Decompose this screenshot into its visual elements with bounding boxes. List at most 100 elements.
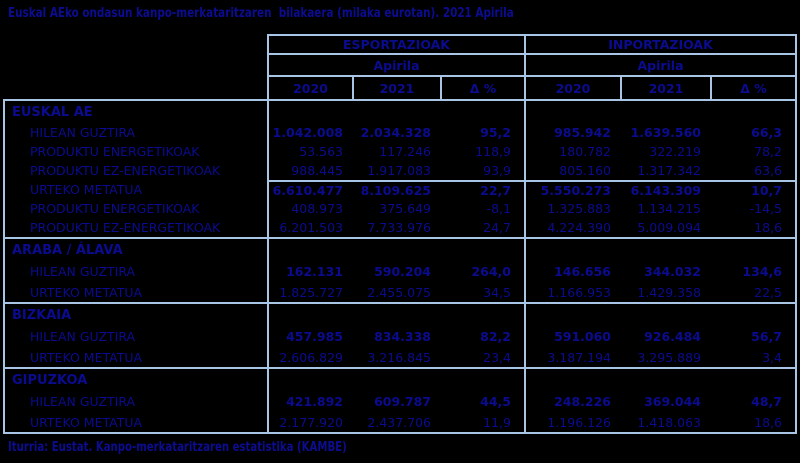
value-cell: 322.219: [649, 144, 701, 159]
section-gipuzkoa: GIPUZKOA HILEAN GUZTIRA 421.892 609.787 …: [5, 367, 795, 432]
table-row: HILEAN GUZTIRA 1.042.008 2.034.328 95,2 …: [5, 123, 795, 142]
col-header-exports-delta: Δ %: [440, 77, 524, 99]
col-header-imports-2020: 2020: [524, 77, 620, 99]
value-cell: 53.563: [267, 142, 352, 161]
section-header-row: EUSKAL AE: [5, 101, 795, 123]
empty-cell: [620, 239, 710, 261]
value-cell: 8.109.625: [352, 180, 440, 199]
empty-cell: [524, 304, 620, 326]
row-label: URTEKO METATUA: [30, 284, 143, 300]
row-label: URTEKO METATUA: [30, 414, 143, 430]
value-cell: 1.418.063: [637, 414, 701, 430]
value-cell: 3.295.889: [637, 349, 701, 365]
value-cell: 18,6: [754, 414, 782, 430]
value-cell: -14,5: [749, 201, 782, 216]
empty-cell: [352, 101, 440, 123]
section-header-row: GIPUZKOA: [5, 369, 795, 391]
empty-cell: [710, 239, 795, 261]
section-name: BIZKAIA: [12, 307, 72, 323]
empty-cell: [352, 304, 440, 326]
col-header-imports-delta: Δ %: [710, 77, 797, 99]
value-cell: 457.985: [267, 326, 352, 347]
table-row: PRODUKTU EZ-ENERGETIKOAK 988.445 1.917.0…: [5, 161, 795, 180]
section-euskal-ae: EUSKAL AE HILEAN GUZTIRA 1.042.008 2.034…: [5, 101, 795, 237]
value-cell: 6.610.477: [267, 180, 352, 199]
empty-cell: [440, 304, 524, 326]
empty-cell: [620, 304, 710, 326]
group-header-row: ESPORTAZIOAK INPORTAZIOAK: [3, 34, 800, 55]
exports-month-header: Apirila: [267, 55, 524, 77]
value-cell: 375.649: [379, 201, 431, 216]
value-cell: 5.550.273: [524, 180, 620, 199]
value-cell: 1.042.008: [267, 123, 352, 142]
value-cell: 82,2: [480, 329, 511, 344]
section-name: ARABA / ÁLAVA: [12, 242, 123, 258]
value-cell: 48,7: [751, 394, 782, 409]
value-cell: 6.201.503: [267, 218, 352, 237]
empty-cell: [440, 101, 524, 123]
col-header-imports-2021: 2021: [620, 77, 710, 99]
value-cell: 1.429.358: [637, 284, 701, 300]
row-label: HILEAN GUZTIRA: [30, 125, 136, 140]
table-row: URTEKO METATUA 1.825.727 2.455.075 34,5 …: [5, 282, 795, 302]
section-araba-alava: ARABA / ÁLAVA HILEAN GUZTIRA 162.131 590…: [5, 237, 795, 302]
section-name: EUSKAL AE: [12, 104, 93, 120]
value-cell: 23,4: [483, 349, 511, 365]
table-row: HILEAN GUZTIRA 457.985 834.338 82,2 591.…: [5, 326, 795, 347]
value-cell: 7.733.976: [367, 220, 431, 235]
value-cell: 2.455.075: [367, 284, 431, 300]
value-cell: 4.224.390: [524, 218, 620, 237]
value-cell: 988.445: [267, 161, 352, 180]
value-cell: 22,5: [754, 284, 782, 300]
imports-group-header: INPORTAZIOAK: [524, 34, 797, 55]
header-spacer: [3, 77, 267, 99]
table-row: PRODUKTU ENERGETIKOAK 53.563 117.246 118…: [5, 142, 795, 161]
value-cell: 146.656: [524, 261, 620, 282]
value-cell: 805.160: [524, 161, 620, 180]
row-label: HILEAN GUZTIRA: [30, 329, 136, 344]
value-cell: 10,7: [710, 180, 795, 199]
value-cell: 24,7: [483, 220, 511, 235]
table-row: URTEKO METATUA 2.606.829 3.216.845 23,4 …: [5, 347, 795, 367]
value-cell: 985.942: [524, 123, 620, 142]
value-cell: 44,5: [480, 394, 511, 409]
row-label: PRODUKTU EZ-ENERGETIKOAK: [30, 163, 221, 178]
row-label: HILEAN GUZTIRA: [30, 394, 136, 409]
value-cell: 926.484: [644, 329, 701, 344]
imports-month-header: Apirila: [524, 55, 797, 77]
table-row: PRODUKTU EZ-ENERGETIKOAK 6.201.503 7.733…: [5, 218, 795, 237]
source-note: Iturria: Eustat. Kanpo-merkataritzaren e…: [8, 440, 347, 455]
value-cell: 421.892: [267, 391, 352, 412]
empty-cell: [710, 101, 795, 123]
value-cell: 3,4: [762, 349, 782, 365]
header-spacer: [3, 34, 267, 55]
value-cell: 248.226: [524, 391, 620, 412]
value-cell: 22,7: [440, 180, 524, 199]
table-row: HILEAN GUZTIRA 162.131 590.204 264,0 146…: [5, 261, 795, 282]
value-cell: 609.787: [374, 394, 431, 409]
value-cell: 1.166.953: [524, 282, 620, 302]
value-cell: 66,3: [751, 125, 782, 140]
value-cell: 1.317.342: [637, 163, 701, 178]
row-label: URTEKO METATUA: [30, 182, 143, 197]
value-cell: 1.825.727: [267, 282, 352, 302]
col-header-exports-2020: 2020: [267, 77, 352, 99]
value-cell: 180.782: [524, 142, 620, 161]
table-row: URTEKO METATUA 2.177.920 2.437.706 11,9 …: [5, 412, 795, 432]
empty-cell: [710, 369, 795, 391]
empty-cell: [620, 101, 710, 123]
value-cell: 5.009.094: [637, 220, 701, 235]
table-header: ESPORTAZIOAK INPORTAZIOAK Apirila Apiril…: [3, 34, 800, 99]
value-cell: 2.606.829: [267, 347, 352, 367]
value-cell: 6.143.309: [620, 180, 710, 199]
value-cell: 264,0: [471, 264, 511, 279]
month-header-row: Apirila Apirila: [3, 55, 800, 77]
value-cell: 3.216.845: [367, 349, 431, 365]
value-cell: 78,2: [754, 144, 782, 159]
value-cell: 95,2: [480, 125, 511, 140]
value-cell: 369.044: [644, 394, 701, 409]
row-label: PRODUKTU EZ-ENERGETIKOAK: [30, 220, 221, 235]
value-cell: 63,6: [754, 163, 782, 178]
value-cell: 408.973: [267, 199, 352, 218]
